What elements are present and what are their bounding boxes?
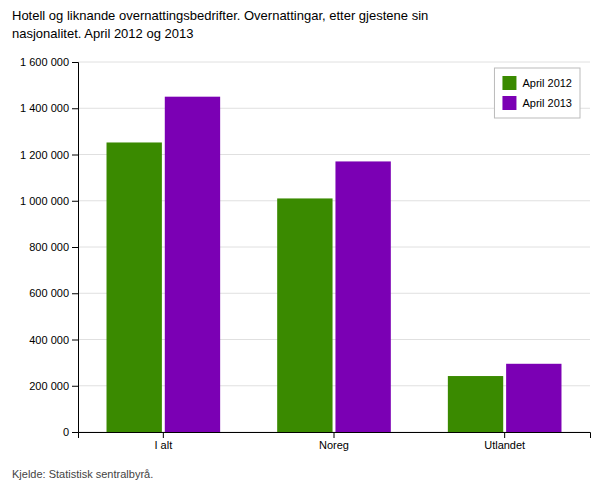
y-tick-label: 600 000: [29, 287, 69, 299]
x-tick-mark: [334, 432, 335, 438]
y-tick-mark: [72, 108, 78, 109]
y-tick-mark: [72, 386, 78, 387]
y-tick: 1 200 000: [20, 149, 78, 161]
title-line: nasjonalitet. April 2012 og 2013: [12, 26, 193, 41]
footer: Kjelde: Statistisk sentralbyrå.: [12, 468, 153, 480]
x-tick: I alt: [154, 432, 172, 451]
bar: [448, 376, 503, 432]
x-tick-label: I alt: [154, 439, 172, 451]
plot: 0 200 000 400 000 600 000 800 000 1 000 000 1 …: [20, 56, 590, 451]
y-tick-mark: [72, 340, 78, 341]
x-tick-label: Utlandet: [484, 439, 525, 451]
y-tick-mark: [72, 432, 78, 433]
y-tick-mark: [72, 62, 78, 63]
y-axis: 0 200 000 400 000 600 000 800 000 1 000 000 1 …: [20, 56, 78, 438]
y-tick-label: 1 400 000: [20, 102, 69, 114]
y-tick-label: 800 000: [29, 241, 69, 253]
grid-line: [78, 62, 590, 63]
bar: [165, 97, 220, 432]
y-tick: 1 600 000: [20, 56, 78, 68]
chart: Hotell og liknande overnattingsbedrifter…: [0, 0, 610, 488]
y-tick: 400 000: [29, 334, 78, 346]
x-tick-label: Noreg: [319, 439, 349, 451]
bar: [506, 364, 561, 432]
legend: April 2012 April 2013: [494, 68, 580, 118]
y-tick-label: 200 000: [29, 380, 69, 392]
series: [165, 97, 562, 432]
y-tick-mark: [72, 201, 78, 202]
y-tick: 200 000: [29, 380, 78, 392]
legend-item: April 2012: [502, 76, 572, 90]
x-tick-mark: [504, 432, 505, 438]
y-tick-label: 1 000 000: [20, 195, 69, 207]
legend-swatch: [502, 76, 516, 90]
y-tick: 600 000: [29, 287, 78, 299]
y-tick: 800 000: [29, 241, 78, 253]
legend-label: April 2012: [522, 77, 572, 89]
y-tick-label: 1 200 000: [20, 149, 69, 161]
y-tick-label: 1 600 000: [20, 56, 69, 68]
y-axis-line: [72, 63, 79, 433]
bar: [335, 161, 390, 432]
title: Hotell og liknande overnattingsbedrifter…: [12, 8, 428, 41]
legend-frame: [494, 68, 580, 118]
x-tick-mark: [163, 432, 164, 438]
y-tick-label: 400 000: [29, 334, 69, 346]
grid: [78, 62, 590, 432]
bar: [277, 198, 332, 432]
y-tick-mark: [72, 155, 78, 156]
y-tick-mark: [72, 293, 78, 294]
legend-item: April 2013: [502, 96, 572, 110]
x-axis: I alt Noreg Utlandet: [79, 432, 591, 451]
legend-label: April 2013: [522, 97, 572, 109]
y-tick-mark: [72, 247, 78, 248]
x-tick: Noreg: [319, 432, 349, 451]
y-tick: 1 400 000: [20, 102, 78, 114]
y-tick-label: 0: [63, 426, 69, 438]
x-tick: Utlandet: [484, 432, 525, 451]
bar: [107, 142, 162, 432]
x-axis-line: [79, 433, 591, 439]
y-tick: 1 000 000: [20, 195, 78, 207]
bars: [107, 97, 562, 432]
y-tick: 0: [63, 426, 78, 438]
title-line: Hotell og liknande overnattingsbedrifter…: [12, 8, 428, 23]
legend-swatch: [502, 96, 516, 110]
